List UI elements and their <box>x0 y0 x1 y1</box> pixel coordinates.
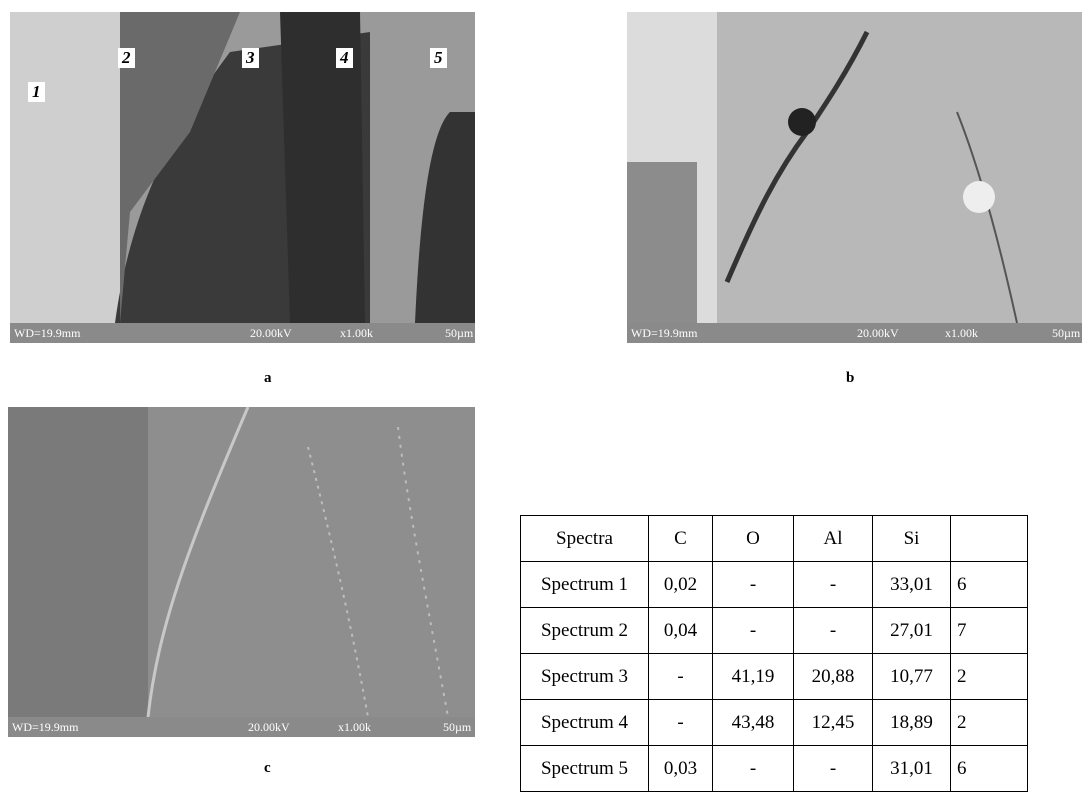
table-cell: - <box>649 700 713 746</box>
header-cell <box>951 516 1028 562</box>
table-cell: 2 <box>951 654 1028 700</box>
table-cell: Spectrum 1 <box>521 562 649 608</box>
marker: 1 <box>28 82 45 102</box>
table-cell: 10,77 <box>873 654 951 700</box>
table-cell: 20,88 <box>794 654 873 700</box>
header-cell: Al <box>794 516 873 562</box>
status-text: 50µm <box>445 326 473 341</box>
status-text: WD=19.9mm <box>631 326 697 341</box>
table-cell: 7 <box>951 608 1028 654</box>
status-text: 50µm <box>443 720 471 735</box>
panel-label: a <box>264 370 272 387</box>
table-cell: - <box>713 562 794 608</box>
table-cell: - <box>649 654 713 700</box>
status-text: 20.00kV <box>857 326 899 341</box>
table-cell: 0,04 <box>649 608 713 654</box>
sem-image-b: WD=19.9mm 20.00kV x1.00k 50µm <box>627 12 1082 343</box>
table-cell: - <box>794 562 873 608</box>
table-cell: 27,01 <box>873 608 951 654</box>
marker: 5 <box>430 48 447 68</box>
table-cell: - <box>794 608 873 654</box>
sem-image-a: 1 2 3 4 5 WD=19.9mm 20.00kV x1.00k 50µm <box>10 12 475 343</box>
status-bar: WD=19.9mm 20.00kV x1.00k 50µm <box>627 323 1082 343</box>
status-text: 20.00kV <box>250 326 292 341</box>
table-cell: 41,19 <box>713 654 794 700</box>
status-text: 20.00kV <box>248 720 290 735</box>
table-cell: - <box>713 608 794 654</box>
table-cell: - <box>794 746 873 792</box>
table-cell: 0,02 <box>649 562 713 608</box>
header-cell: Spectra <box>521 516 649 562</box>
micrograph <box>627 12 1082 323</box>
table-cell: - <box>713 746 794 792</box>
table-cell: 12,45 <box>794 700 873 746</box>
header-cell: O <box>713 516 794 562</box>
status-bar: WD=19.9mm 20.00kV x1.00k 50µm <box>10 323 475 343</box>
status-text: WD=19.9mm <box>12 720 78 735</box>
panel-label: b <box>846 370 854 387</box>
table-cell: 2 <box>951 700 1028 746</box>
panel-label: c <box>264 760 271 777</box>
table-cell: Spectrum 4 <box>521 700 649 746</box>
status-bar: WD=19.9mm 20.00kV x1.00k 50µm <box>8 717 475 737</box>
marker: 2 <box>118 48 135 68</box>
table-cell: 18,89 <box>873 700 951 746</box>
table-cell: 6 <box>951 746 1028 792</box>
table-cell: Spectrum 3 <box>521 654 649 700</box>
header-cell: C <box>649 516 713 562</box>
status-text: x1.00k <box>338 720 371 735</box>
status-text: WD=19.9mm <box>14 326 80 341</box>
status-text: x1.00k <box>340 326 373 341</box>
status-text: x1.00k <box>945 326 978 341</box>
micrograph <box>8 407 475 717</box>
sem-image-c: WD=19.9mm 20.00kV x1.00k 50µm <box>8 407 475 737</box>
table-cell: 43,48 <box>713 700 794 746</box>
marker: 4 <box>336 48 353 68</box>
table-cell: 6 <box>951 562 1028 608</box>
table-cell: 0,03 <box>649 746 713 792</box>
header-cell: Si <box>873 516 951 562</box>
page: 1 2 3 4 5 WD=19.9mm 20.00kV x1.00k 50µm … <box>0 0 1082 787</box>
table-cell: 33,01 <box>873 562 951 608</box>
marker: 3 <box>242 48 259 68</box>
table-cell: Spectrum 5 <box>521 746 649 792</box>
table-cell: Spectrum 2 <box>521 608 649 654</box>
status-text: 50µm <box>1052 326 1080 341</box>
table-cell: 31,01 <box>873 746 951 792</box>
